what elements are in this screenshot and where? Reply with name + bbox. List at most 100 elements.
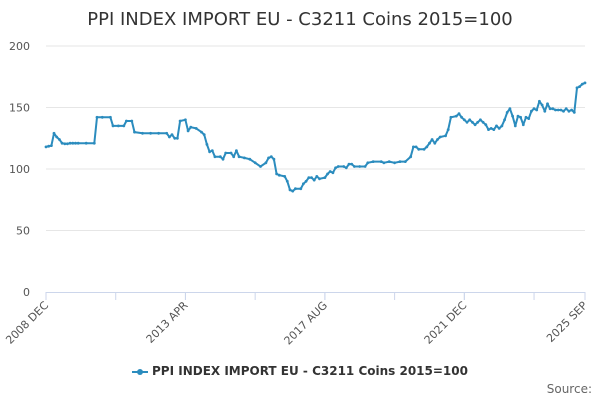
data-point[interactable]	[334, 166, 337, 170]
data-point[interactable]	[428, 141, 431, 145]
data-point[interactable]	[283, 175, 287, 178]
data-point[interactable]	[63, 142, 67, 146]
data-point[interactable]	[548, 107, 552, 111]
data-point[interactable]	[387, 160, 391, 164]
data-point[interactable]	[580, 82, 584, 86]
data-point[interactable]	[532, 107, 536, 111]
data-point[interactable]	[323, 176, 327, 180]
data-point[interactable]	[218, 155, 222, 159]
data-point[interactable]	[184, 118, 187, 122]
data-point[interactable]	[530, 109, 533, 113]
data-point[interactable]	[505, 111, 509, 114]
data-point[interactable]	[213, 155, 217, 159]
data-point[interactable]	[342, 165, 346, 168]
data-point[interactable]	[269, 155, 273, 159]
data-point[interactable]	[430, 138, 434, 141]
data-point[interactable]	[336, 165, 340, 168]
data-point[interactable]	[208, 150, 212, 154]
data-point[interactable]	[202, 133, 206, 137]
data-point[interactable]	[264, 161, 268, 165]
data-point[interactable]	[438, 135, 442, 139]
data-point[interactable]	[318, 177, 321, 181]
data-point[interactable]	[58, 138, 61, 141]
data-point[interactable]	[449, 115, 453, 119]
data-point[interactable]	[277, 173, 281, 177]
data-point[interactable]	[554, 108, 557, 112]
data-point[interactable]	[189, 125, 193, 129]
data-point[interactable]	[253, 161, 257, 165]
data-point[interactable]	[583, 81, 587, 85]
data-point[interactable]	[409, 155, 413, 159]
data-point[interactable]	[52, 131, 56, 135]
data-point[interactable]	[55, 135, 59, 139]
data-point[interactable]	[221, 157, 225, 161]
data-point[interactable]	[331, 171, 335, 175]
data-point[interactable]	[559, 108, 563, 112]
data-point[interactable]	[178, 119, 182, 123]
data-point[interactable]	[74, 141, 77, 145]
data-point[interactable]	[503, 118, 506, 122]
data-point[interactable]	[578, 85, 581, 88]
data-point[interactable]	[326, 172, 329, 176]
data-point[interactable]	[76, 141, 80, 145]
data-point[interactable]	[95, 115, 99, 119]
data-point[interactable]	[288, 188, 292, 192]
data-point[interactable]	[556, 108, 560, 112]
data-point[interactable]	[205, 143, 209, 146]
data-point[interactable]	[543, 109, 547, 113]
data-point[interactable]	[122, 124, 126, 128]
data-point[interactable]	[540, 103, 544, 107]
data-point[interactable]	[328, 170, 332, 173]
data-point[interactable]	[347, 162, 351, 166]
data-point[interactable]	[149, 131, 153, 135]
data-point[interactable]	[141, 131, 144, 135]
data-point[interactable]	[575, 86, 579, 90]
data-point[interactable]	[473, 123, 477, 127]
data-point[interactable]	[168, 135, 171, 139]
data-point[interactable]	[564, 107, 568, 111]
data-point[interactable]	[109, 115, 112, 119]
data-point[interactable]	[344, 166, 348, 170]
data-point[interactable]	[363, 165, 367, 168]
data-point[interactable]	[417, 147, 421, 151]
data-point[interactable]	[412, 145, 415, 149]
data-point[interactable]	[224, 151, 228, 155]
data-point[interactable]	[513, 124, 517, 128]
data-point[interactable]	[92, 141, 96, 145]
data-point[interactable]	[414, 145, 418, 149]
data-point[interactable]	[315, 175, 319, 178]
data-point[interactable]	[371, 160, 375, 164]
data-point[interactable]	[492, 128, 496, 132]
data-point[interactable]	[497, 126, 501, 130]
data-point[interactable]	[117, 124, 120, 128]
data-point[interactable]	[379, 160, 383, 164]
data-point[interactable]	[489, 126, 493, 130]
data-point[interactable]	[484, 123, 488, 127]
data-point[interactable]	[235, 149, 238, 153]
data-point[interactable]	[479, 118, 482, 122]
data-point[interactable]	[100, 115, 104, 119]
data-point[interactable]	[516, 114, 520, 118]
data-point[interactable]	[176, 136, 179, 140]
data-point[interactable]	[237, 155, 241, 159]
data-point[interactable]	[125, 119, 128, 123]
data-point[interactable]	[481, 120, 485, 124]
data-point[interactable]	[186, 129, 190, 133]
data-point[interactable]	[535, 108, 539, 112]
data-point[interactable]	[460, 115, 463, 119]
data-point[interactable]	[398, 160, 402, 164]
data-point[interactable]	[358, 165, 362, 168]
data-point[interactable]	[521, 123, 525, 127]
data-point[interactable]	[350, 162, 354, 166]
data-point[interactable]	[468, 118, 472, 122]
data-point[interactable]	[382, 161, 386, 165]
data-point[interactable]	[84, 141, 88, 145]
data-point[interactable]	[567, 109, 571, 113]
data-point[interactable]	[562, 109, 565, 113]
data-point[interactable]	[170, 133, 174, 137]
data-point[interactable]	[422, 147, 426, 151]
data-point[interactable]	[353, 165, 356, 168]
data-point[interactable]	[44, 145, 48, 149]
data-point[interactable]	[366, 161, 370, 165]
data-point[interactable]	[47, 144, 51, 148]
